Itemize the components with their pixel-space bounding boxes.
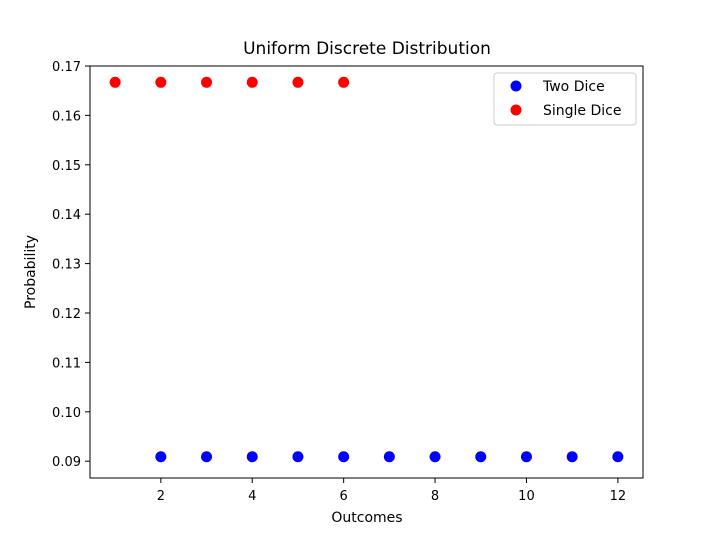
data-point-two-dice-3 <box>292 451 304 463</box>
legend-marker-two-dice <box>510 80 522 92</box>
x-tick-label-5: 12 <box>610 489 627 504</box>
y-axis-label: Probability <box>23 235 39 309</box>
legend-marker-single-dice <box>510 104 522 116</box>
y-tick-label-6: 0.15 <box>52 159 81 174</box>
y-tick-label-4: 0.13 <box>52 258 81 273</box>
data-point-two-dice-4 <box>338 451 350 463</box>
data-point-two-dice-7 <box>475 451 487 463</box>
y-tick-label-8: 0.17 <box>52 60 81 75</box>
data-point-two-dice-9 <box>566 451 578 463</box>
data-point-two-dice-5 <box>383 451 395 463</box>
plot-frame <box>89 65 644 479</box>
legend-label-two-dice: Two Dice <box>542 79 605 95</box>
data-point-single-dice-0 <box>109 76 121 88</box>
data-point-two-dice-6 <box>429 451 441 463</box>
y-tick-label-3: 0.12 <box>52 307 81 322</box>
x-axis-label: Outcomes <box>331 510 402 526</box>
x-tick-label-3: 8 <box>431 489 439 504</box>
y-tick-label-2: 0.11 <box>52 356 81 371</box>
legend: Two Dice Single Dice <box>493 72 637 126</box>
chart-title: Uniform Discrete Distribution <box>243 39 491 59</box>
data-point-single-dice-3 <box>246 76 258 88</box>
legend-label-single-dice: Single Dice <box>543 103 621 119</box>
y-tick-label-0: 0.09 <box>52 455 81 470</box>
axes: 2 4 6 8 10 12 0.09 0.10 0.11 0.12 0.13 0.14 0.15 0.16… <box>52 60 644 504</box>
x-tick-label-2: 6 <box>340 489 348 504</box>
data-point-two-dice-10 <box>612 451 624 463</box>
data-point-two-dice-8 <box>520 451 532 463</box>
data-point-single-dice-5 <box>338 76 350 88</box>
x-tick-label-0: 2 <box>157 489 165 504</box>
y-tick-label-1: 0.10 <box>52 406 81 421</box>
data-point-single-dice-4 <box>292 76 304 88</box>
x-tick-label-4: 10 <box>518 489 535 504</box>
data-point-single-dice-1 <box>155 76 167 88</box>
legend-box <box>493 72 637 126</box>
x-tick-label-1: 4 <box>248 489 256 504</box>
data-point-two-dice-1 <box>201 451 213 463</box>
plot-area <box>109 76 624 463</box>
data-point-single-dice-2 <box>201 76 213 88</box>
data-point-two-dice-2 <box>246 451 258 463</box>
y-tick-label-5: 0.14 <box>52 208 81 223</box>
y-tick-label-7: 0.16 <box>52 109 81 124</box>
data-point-two-dice-0 <box>155 451 167 463</box>
